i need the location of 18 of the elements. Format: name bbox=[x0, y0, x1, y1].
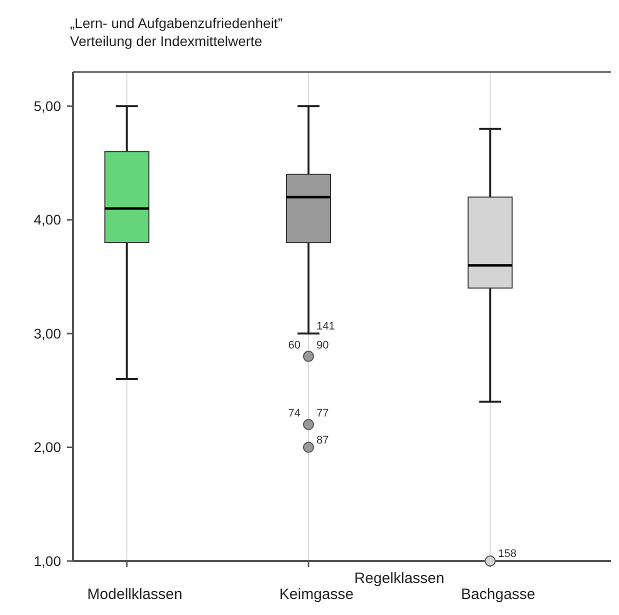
text: Regelklassen bbox=[354, 570, 444, 587]
x-tick-label: Bachgasse bbox=[461, 586, 536, 603]
annotation: 87 bbox=[316, 434, 329, 446]
annotation: 90 bbox=[316, 339, 329, 352]
annotation: 60 bbox=[288, 339, 300, 352]
annotation: 77 bbox=[316, 408, 329, 420]
chart-subtitle: Verteilung der Indexmittelwerte bbox=[70, 33, 262, 49]
x-tick-label: Keimgasse bbox=[279, 586, 354, 603]
y-tick-label: 1,00 bbox=[34, 552, 62, 569]
annotation: 158 bbox=[498, 548, 517, 560]
annotation: 141 bbox=[316, 320, 335, 333]
y-tick-label: 5,00 bbox=[34, 98, 62, 114]
y-tick-label: 2,00 bbox=[34, 439, 62, 456]
annotation: 74 bbox=[288, 408, 300, 420]
chart-title: „Lern- und Aufgabenzufriedenheit” bbox=[70, 15, 283, 31]
y-tick-label: 3,00 bbox=[34, 325, 62, 342]
x-tick-label: Modellklassen bbox=[87, 586, 182, 603]
y-tick-label: 4,00 bbox=[34, 212, 62, 228]
